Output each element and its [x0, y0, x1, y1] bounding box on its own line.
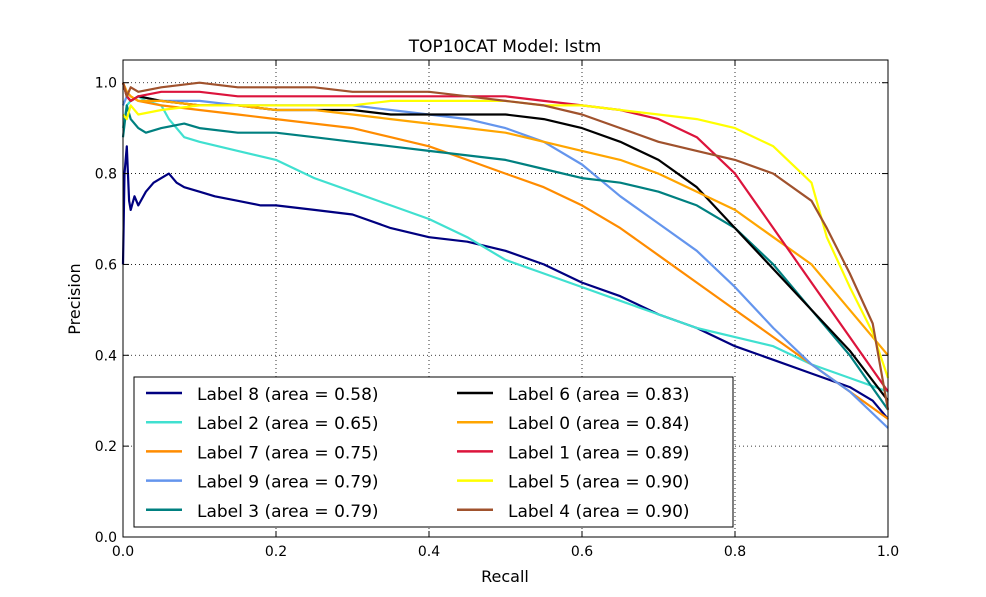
legend-label-5: Label 6 (area = 0.83) — [508, 385, 690, 405]
series-line-4 — [121, 104, 889, 411]
legend-label-0: Label 8 (area = 0.58) — [197, 385, 379, 405]
legend: Label 8 (area = 0.58) Label 2 (area = 0.6… — [133, 376, 734, 528]
x-tick-label: 0.6 — [571, 544, 593, 560]
x-tick-label: 0.2 — [265, 544, 287, 560]
x-tick-label: 0.8 — [724, 544, 746, 560]
y-tick-label: 0.6 — [95, 257, 117, 273]
series-line-6 — [121, 82, 889, 357]
legend-label-4: Label 3 (area = 0.79) — [197, 502, 379, 522]
x-tick-label: 0.0 — [112, 544, 134, 560]
series-line-5 — [121, 82, 889, 402]
legend-label-9: Label 4 (area = 0.90) — [508, 502, 690, 522]
legend-label-7: Label 1 (area = 0.89) — [508, 443, 690, 463]
plot-frame — [122, 59, 889, 538]
legend-label-2: Label 7 (area = 0.75) — [197, 443, 379, 463]
series-line-0 — [121, 145, 889, 420]
legend-label-3: Label 9 (area = 0.79) — [197, 473, 379, 493]
y-tick-label: 0.2 — [95, 439, 117, 455]
x-tick-label: 0.4 — [418, 544, 440, 560]
series-line-8 — [122, 99, 890, 379]
legend-label-1: Label 2 (area = 0.65) — [197, 414, 379, 434]
series-line-7 — [121, 82, 889, 393]
series-line-9 — [121, 81, 890, 410]
y-tick-label: 1.0 — [95, 76, 117, 92]
chart-title: TOP10CAT Model: lstm — [408, 37, 602, 57]
axis-ticks: 0.0 0.2 0.4 0.6 0.8 1.0 0.0 0.2 0.4 0.6 0.8 1.0 — [95, 60, 899, 560]
y-tick-label: 0.0 — [95, 530, 117, 546]
y-tick-label: 0.4 — [95, 348, 117, 364]
x-axis-label: Recall — [481, 567, 529, 586]
legend-label-6: Label 0 (area = 0.84) — [508, 414, 690, 434]
y-axis-label: Precision — [65, 263, 84, 334]
y-tick-label: 0.8 — [95, 167, 117, 183]
x-tick-label: 1.0 — [877, 544, 899, 560]
plot-series — [121, 81, 890, 429]
legend-label-8: Label 5 (area = 0.90) — [508, 473, 690, 493]
series-line-1 — [121, 95, 889, 393]
legend-box — [133, 376, 734, 528]
